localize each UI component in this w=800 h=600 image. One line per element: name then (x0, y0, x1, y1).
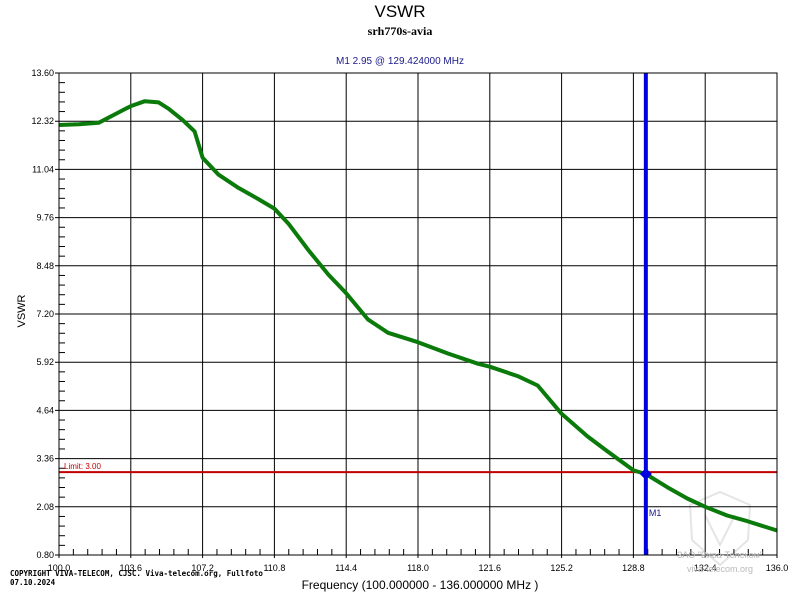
y-tick-label: 7.20 (36, 309, 54, 319)
x-axis-label: Frequency (100.000000 - 136.000000 MHz ) (301, 578, 539, 592)
marker-readout: M1 2.95 @ 129.424000 MHz (335, 56, 464, 67)
limit-label: Limit: 3.00 (64, 462, 101, 471)
plot-frame (58, 72, 778, 556)
chart-subtitle: srh770s-avia (367, 24, 433, 38)
copyright-block: COPYRIGHT VIVA-TELECOM, CJSC. Viva-telec… (10, 569, 263, 587)
x-tick-label: 132.4 (694, 563, 717, 573)
y-tick-label: 12.32 (31, 116, 54, 126)
chart-title: VSWR (374, 2, 426, 21)
y-tick-label: 11.04 (32, 164, 54, 174)
y-tick-label: 4.64 (36, 405, 54, 415)
marker-m1-diamond-icon[interactable] (639, 468, 652, 481)
marker-m1-label: M1 (649, 508, 662, 518)
x-tick-label: 107.2 (191, 563, 214, 573)
y-tick-label: 9.76 (36, 213, 54, 223)
watermark-text-1: ЗАО "Вива-Телеком" (677, 550, 763, 560)
watermark-text-2: viva-telecom.org (687, 564, 753, 574)
x-tick-label: 103.6 (120, 563, 143, 573)
y-tick-label: 2.08 (36, 502, 54, 512)
y-tick-labels: 0.80 2.08 3.36 4.64 5.92 7.20 8.48 9.76 11.04 12.… (31, 68, 54, 560)
date-text: 07.10.2024 (10, 578, 56, 587)
x-tick-label: 110.8 (263, 563, 285, 573)
y-tick-label: 0.80 (36, 550, 54, 560)
watermark-logo-icon (688, 490, 752, 567)
copyright-text: COPYRIGHT VIVA-TELECOM, CJSC. Viva-telec… (10, 569, 263, 578)
x-tick-label: 136.0 (766, 563, 789, 573)
y-tick-label: 3.36 (36, 454, 54, 464)
x-tick-label: 121.6 (479, 563, 502, 573)
y-tick-label: 8.48 (36, 261, 54, 271)
x-tick-label: 100.0 (48, 563, 71, 573)
x-tick-label: 118.0 (407, 563, 429, 573)
y-tick-label: 13.60 (31, 68, 54, 78)
x-tick-labels: 100.0 103.6 107.2 110.8 114.4 118.0 121.6 125.2… (48, 563, 789, 573)
x-tick-label: 125.2 (550, 563, 573, 573)
minor-ticks (59, 82, 764, 555)
grid-lines (55, 72, 778, 558)
x-tick-label: 114.4 (335, 563, 357, 573)
x-tick-label: 128.8 (622, 563, 645, 573)
y-tick-label: 5.92 (36, 357, 54, 367)
